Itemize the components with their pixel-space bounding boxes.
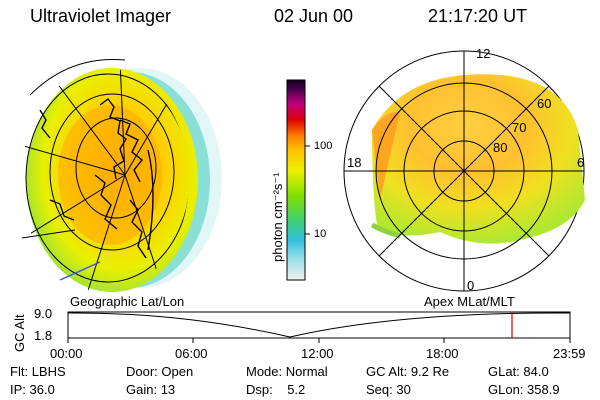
time-tick-1800: 18:00 (426, 346, 459, 361)
mlt-label-18: 18 (347, 155, 362, 170)
status-gain: Gain: 13 (126, 382, 176, 397)
status-gc-alt: GC Alt: 9.2 Re (366, 364, 450, 379)
colorbar-tick-10: 10 (314, 228, 327, 240)
colorbar (286, 79, 310, 281)
status-dsp: Dsp: 5.2 (246, 382, 306, 397)
mlt-label-6: 6 (577, 155, 585, 170)
status-mode: Mode: Normal (246, 364, 328, 379)
polar-plot (343, 50, 585, 292)
colorbar-unit-label: photon cm⁻²s⁻¹ (270, 172, 285, 262)
geographic-image (21, 58, 222, 292)
status-ip: IP: 36.0 (10, 382, 55, 397)
mlat-label-70: 70 (512, 120, 527, 135)
colorbar-tick-100: 100 (314, 140, 333, 152)
date-label: 02 Jun 00 (274, 6, 354, 26)
time-tick-0600: 06:00 (175, 346, 208, 361)
instrument-title: Ultraviolet Imager (30, 6, 172, 26)
time-label: 21:17:20 UT (428, 6, 528, 26)
left-panel-caption: Geographic Lat/Lon (70, 294, 185, 309)
status-seq: Seq: 30 (366, 382, 411, 397)
mlat-label-80: 80 (493, 140, 508, 155)
status-glat: GLat: 84.0 (488, 364, 549, 379)
altitude-ylabel: GC Alt (12, 314, 27, 352)
status-door: Door: Open (126, 364, 194, 379)
time-tick-1200: 12:00 (301, 346, 334, 361)
time-tick-0000: 00:00 (50, 346, 83, 361)
mlt-label-0: 0 (467, 278, 475, 293)
status-filter: Flt: LBHS (10, 364, 66, 379)
status-glon: GLon: 358.9 (488, 382, 560, 397)
right-panel-caption: Apex MLat/MLT (424, 294, 515, 309)
mlat-label-60: 60 (537, 96, 552, 111)
altitude-plot (67, 311, 571, 343)
time-tick-2359: 23:59 (553, 346, 586, 361)
mlt-label-12: 12 (476, 46, 491, 61)
altitude-ytick-high: 9.0 (34, 306, 53, 321)
altitude-ytick-low: 1.8 (34, 328, 53, 343)
